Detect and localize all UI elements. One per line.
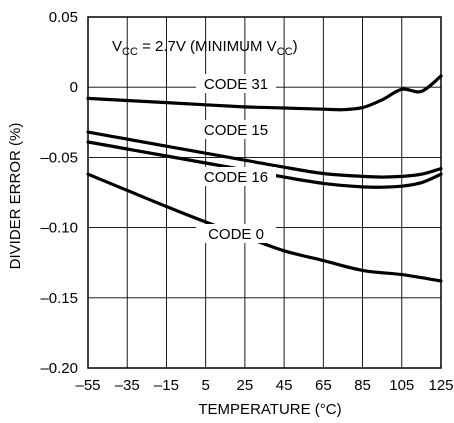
series-line-code-31	[86, 74, 443, 112]
x-tick-label: 5	[201, 377, 209, 394]
curve-labels: CODE 31 CODE 15 CODE 16 CODE 0	[196, 74, 276, 243]
condition-annotation: VCC = 2.7V (MINIMUM VCC)	[112, 38, 298, 58]
y-tick-label: 0	[70, 79, 78, 96]
x-axis-title: TEMPERATURE (°C)	[198, 401, 341, 418]
y-axis-title: DIVIDER ERROR (%)	[7, 123, 24, 270]
y-tick-label: –0.20	[40, 360, 78, 377]
x-tick-label: 45	[276, 377, 293, 394]
series-line-code-16	[86, 140, 443, 189]
x-tick-label: –15	[154, 377, 179, 394]
x-tick-label: 25	[237, 377, 254, 394]
y-tick-label: –0.05	[40, 149, 78, 166]
x-tick-label: 105	[389, 377, 414, 394]
curve-label-code-31: CODE 31	[204, 76, 268, 93]
curve-label-bg-code-0	[196, 224, 276, 243]
x-tick-label: 125	[428, 377, 453, 394]
plot-frame	[87, 16, 442, 369]
y-tick-labels: 0.05 0 –0.05 –0.10 –0.15 –0.20	[40, 9, 78, 377]
x-tick-labels: –55 –35 –15 5 25 45 65 85 105 125	[75, 377, 453, 394]
x-tick-label: 85	[354, 377, 371, 394]
curve-label-code-16: CODE 16	[204, 169, 268, 186]
series-layer	[86, 74, 443, 283]
curve-label-code-15: CODE 15	[204, 122, 268, 139]
curve-label-bg-code-15	[196, 120, 276, 139]
y-tick-label: –0.15	[40, 290, 78, 307]
curve-label-code-0: CODE 0	[208, 226, 264, 243]
grid	[87, 16, 442, 369]
x-tick-label: –35	[115, 377, 140, 394]
y-tick-label: 0.05	[49, 9, 78, 26]
curve-label-bg-code-16	[196, 167, 276, 186]
series-line-code-15	[86, 130, 443, 179]
x-tick-label: –55	[75, 377, 100, 394]
series-line-code-0	[86, 172, 443, 283]
x-tick-label: 65	[315, 377, 332, 394]
y-tick-label: –0.10	[40, 220, 78, 237]
curve-label-bg-code-31	[196, 74, 276, 93]
